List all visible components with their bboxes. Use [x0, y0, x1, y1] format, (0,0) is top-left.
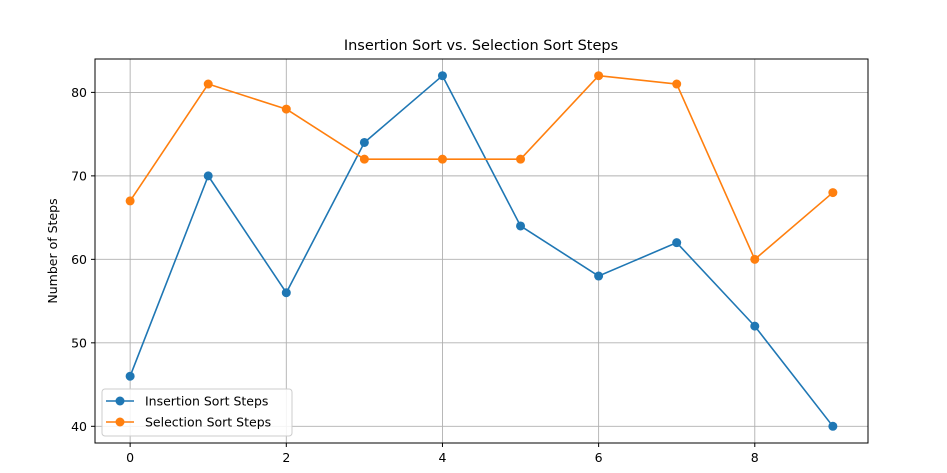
data-point — [203, 79, 213, 89]
y-tick-label: 40 — [71, 419, 87, 434]
x-tick-label: 0 — [126, 450, 134, 465]
y-axis: 40 50 60 70 80 — [71, 85, 95, 434]
series-line — [129, 74, 834, 427]
series-1 — [125, 71, 838, 431]
data-point — [516, 221, 526, 231]
legend-box — [101, 388, 293, 437]
x-axis: 0 2 4 6 8 — [126, 443, 759, 465]
y-tick-label: 50 — [71, 335, 87, 350]
series-line — [129, 74, 834, 261]
data-point — [281, 288, 291, 298]
grid — [95, 59, 868, 443]
data-point — [437, 71, 447, 81]
legend-item: Insertion Sort Steps — [106, 394, 268, 409]
data-point — [594, 71, 604, 81]
data-point — [516, 154, 526, 164]
y-tick-label: 70 — [71, 168, 87, 183]
data-point — [359, 137, 369, 147]
legend-marker — [115, 396, 125, 406]
data-point — [125, 196, 135, 206]
y-axis-label: Number of Steps — [45, 198, 60, 303]
data-point — [594, 271, 604, 281]
data-point — [125, 371, 135, 381]
data-point — [672, 238, 682, 248]
data-point — [359, 154, 369, 164]
legend-item: Selection Sort Steps — [106, 415, 271, 430]
legend-label: Insertion Sort Steps — [145, 394, 268, 409]
legend: Insertion Sort Steps Selection Sort Steps — [101, 388, 293, 437]
data-point — [828, 188, 838, 198]
legend-label: Selection Sort Steps — [145, 415, 271, 430]
data-point — [672, 79, 682, 89]
y-tick-label: 80 — [71, 85, 87, 100]
data-point — [203, 171, 213, 181]
series-2 — [125, 71, 838, 264]
legend-marker — [115, 417, 125, 427]
x-tick-label: 6 — [595, 450, 603, 465]
x-tick-label: 4 — [438, 450, 446, 465]
data-point — [281, 104, 291, 114]
y-tick-label: 60 — [71, 252, 87, 267]
series-group — [125, 71, 838, 431]
x-tick-label: 8 — [751, 450, 759, 465]
chart-title: Insertion Sort vs. Selection Sort Steps — [344, 38, 618, 54]
data-point — [437, 154, 447, 164]
x-tick-label: 2 — [282, 450, 290, 465]
data-point — [750, 254, 760, 264]
data-point — [750, 321, 760, 331]
plot-frame — [94, 58, 869, 444]
data-point — [828, 421, 838, 431]
